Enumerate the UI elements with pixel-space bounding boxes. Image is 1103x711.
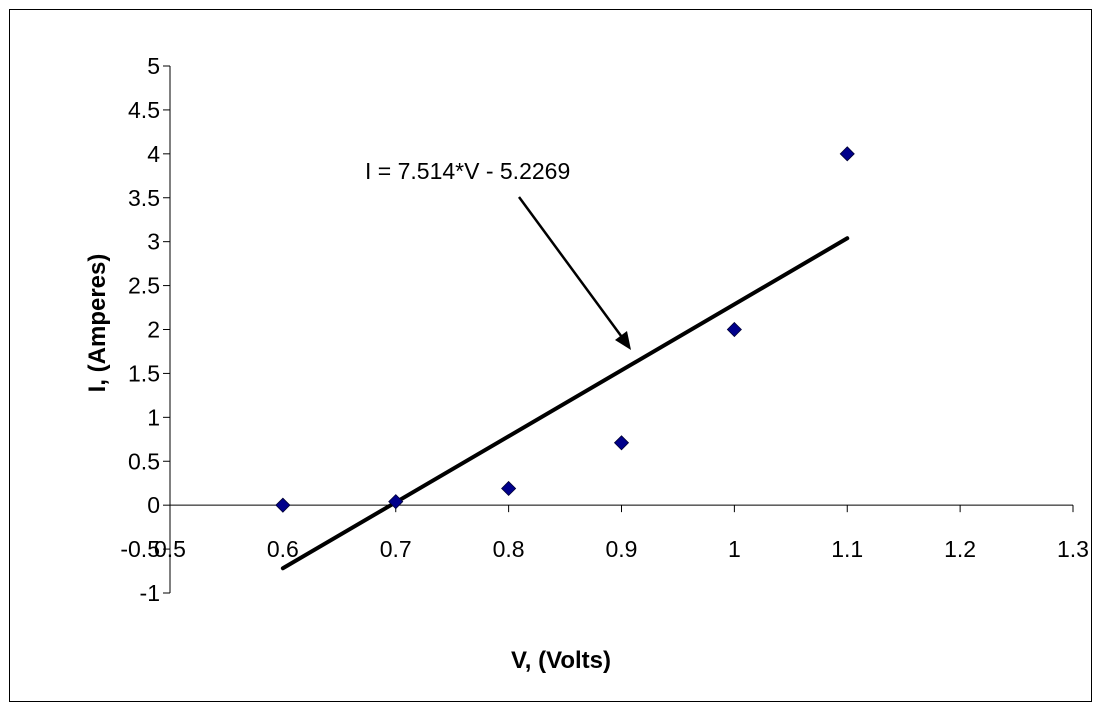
y-axis-ticks: 5 4.5 4 3.5 3 2.5 2 1.5 1 0.5 0 -0.5 -1 — [120, 53, 170, 606]
y-tick-label: -0.5 — [120, 536, 160, 562]
y-tick-label: 1 — [147, 404, 160, 430]
x-tick-label: 0.6 — [267, 536, 299, 562]
y-tick-label: -1 — [140, 580, 160, 606]
y-tick-label: 3 — [147, 229, 160, 255]
y-axis-title: I, (Amperes) — [84, 254, 111, 393]
y-tick-label: 5 — [147, 53, 160, 79]
y-tick-label: 0 — [147, 492, 160, 518]
y-tick-label: 4.5 — [128, 97, 160, 123]
equation-arrow-head — [615, 331, 631, 350]
data-point — [613, 435, 630, 451]
x-tick-label: 0.9 — [606, 536, 638, 562]
data-point — [388, 494, 404, 510]
trendline-equation: I = 7.514*V - 5.2269 — [365, 158, 570, 184]
x-tick-label: 1 — [728, 536, 741, 562]
x-tick-label: 0.7 — [380, 536, 412, 562]
y-tick-label: 0.5 — [128, 448, 160, 474]
x-axis-ticks: 0.5 0.6 0.7 0.8 0.9 1 1.1 1.2 1.3 — [154, 505, 1089, 562]
y-tick-label: 2.5 — [128, 273, 160, 299]
data-point — [275, 497, 291, 513]
x-axis-title: V, (Volts) — [511, 647, 611, 674]
x-tick-label: 0.5 — [154, 536, 186, 562]
x-tick-label: 1.1 — [831, 536, 863, 562]
data-point — [501, 480, 517, 497]
data-series — [275, 146, 855, 571]
y-tick-label: 4 — [147, 141, 160, 167]
plot-area — [169, 66, 1073, 593]
chart-frame — [9, 9, 1092, 702]
y-tick-label: 1.5 — [128, 360, 160, 386]
y-tick-label: 2 — [147, 317, 160, 343]
equation-arrow-line — [517, 196, 629, 345]
data-point — [726, 321, 742, 338]
x-tick-label: 0.8 — [493, 536, 525, 562]
trendline — [280, 236, 850, 571]
y-tick-label: 3.5 — [128, 185, 160, 211]
x-tick-label: 1.3 — [1057, 536, 1089, 562]
data-point — [839, 146, 855, 162]
x-tick-label: 1.2 — [944, 536, 976, 562]
